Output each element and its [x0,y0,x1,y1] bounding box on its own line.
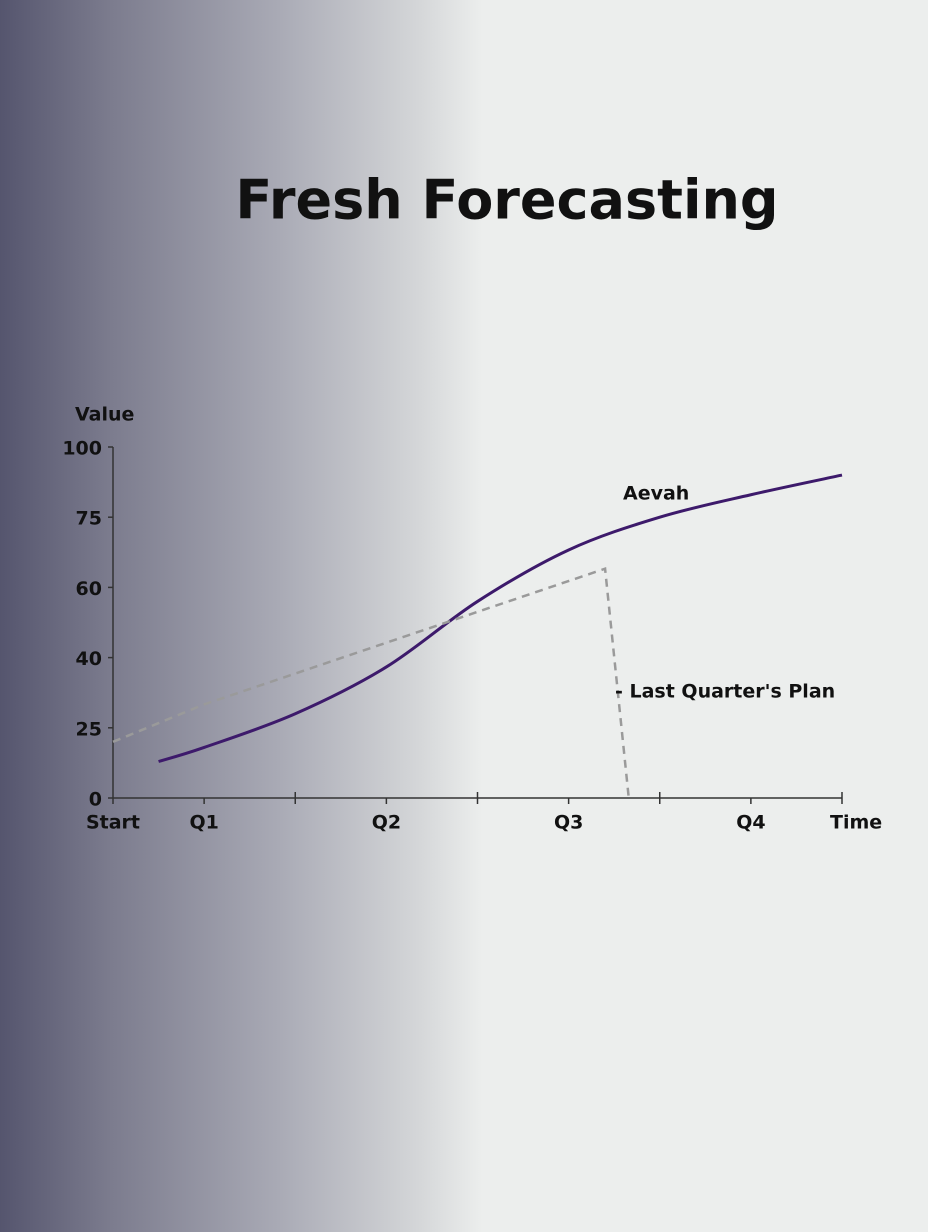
series-line [112,566,631,799]
y-tick-label: 75 [76,508,102,530]
series-label: - Last Quarter's Plan [615,681,835,703]
series-label: Aevah [623,483,689,505]
chart-title: Fresh Forecasting [235,169,778,232]
y-tick-label: 100 [62,438,102,460]
y-tick-label: 60 [76,578,102,600]
x-tick-label: Q2 [372,812,401,834]
x-axis-label: Time [830,812,882,834]
x-tick-label: Q1 [189,812,218,834]
y-tick-label: 40 [76,648,102,670]
y-axis-label: Value [75,404,134,426]
x-tick-label: Q3 [554,812,583,834]
series-line [158,473,843,763]
y-tick-label: 25 [76,718,102,740]
x-tick-label: Start [86,812,140,834]
x-tick-label: Q4 [736,812,765,834]
y-tick-label: 0 [89,789,102,811]
